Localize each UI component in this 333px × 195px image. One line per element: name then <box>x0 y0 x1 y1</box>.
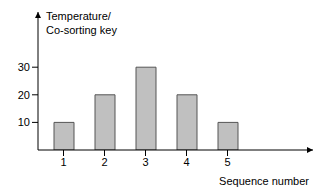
svg-text:20: 20 <box>18 89 30 101</box>
svg-text:4: 4 <box>183 156 189 168</box>
svg-text:2: 2 <box>101 156 107 168</box>
svg-text:10: 10 <box>18 116 30 128</box>
svg-text:Sequence number: Sequence number <box>219 175 309 187</box>
svg-text:5: 5 <box>224 156 230 168</box>
svg-text:Temperature/Co-sorting key: Temperature/Co-sorting key <box>46 10 117 36</box>
svg-text:3: 3 <box>142 156 148 168</box>
svg-text:30: 30 <box>18 61 30 73</box>
svg-text:1: 1 <box>60 156 66 168</box>
